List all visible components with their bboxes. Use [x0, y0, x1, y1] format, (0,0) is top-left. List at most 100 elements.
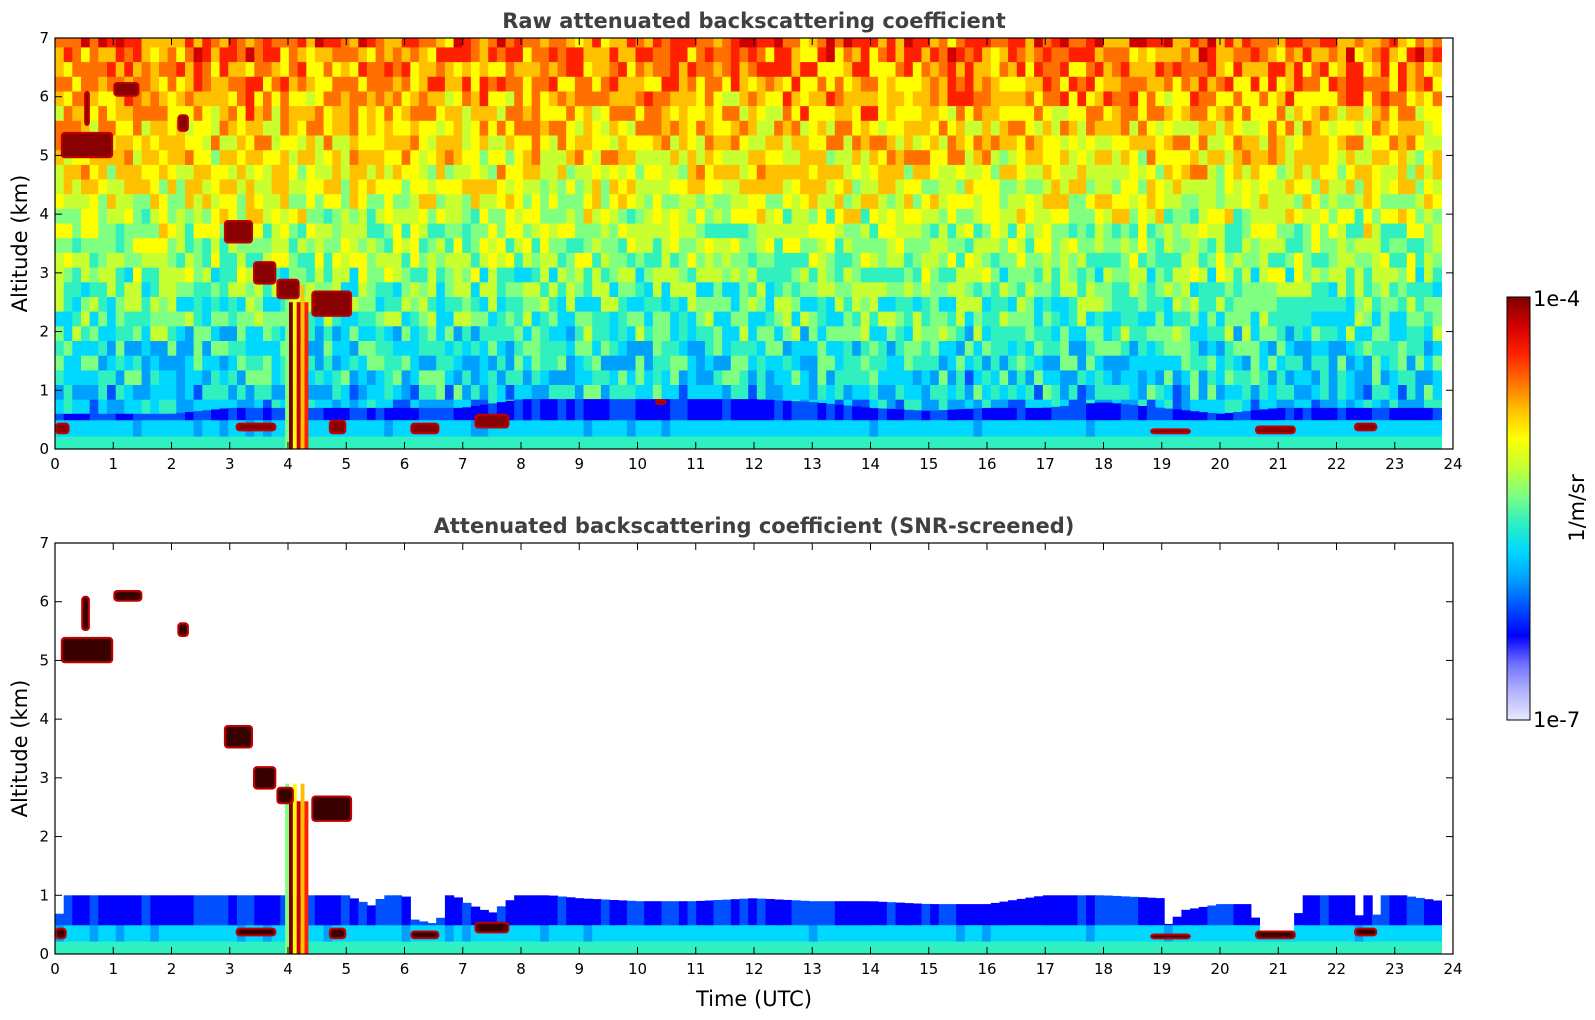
- aerosol-layer-cell: [470, 906, 481, 926]
- aerosol-layer-cell: [133, 436, 143, 449]
- heat-cell: [1354, 120, 1364, 136]
- heat-cell: [1346, 164, 1356, 180]
- heat-cell: [1250, 178, 1260, 195]
- heat-cell: [1415, 134, 1425, 151]
- heat-cell: [1120, 120, 1131, 136]
- heat-cell: [63, 164, 73, 180]
- heat-cell: [1042, 384, 1053, 400]
- aerosol-layer-cell: [124, 413, 134, 421]
- heat-cell: [1250, 208, 1260, 224]
- heat-cell: [990, 90, 1001, 107]
- heat-cell: [869, 222, 879, 239]
- heat-cell: [1172, 325, 1182, 341]
- heat-cell: [687, 340, 697, 356]
- heat-cell: [1086, 90, 1096, 107]
- heat-cell: [470, 325, 481, 341]
- heat-cell: [323, 46, 333, 63]
- heat-cell: [973, 355, 983, 371]
- aerosol-layer-cell: [167, 941, 177, 954]
- aerosol-layer-cell: [436, 924, 446, 942]
- heat-cell: [288, 120, 299, 136]
- heat-cell: [1294, 355, 1304, 371]
- aerosol-layer-cell: [678, 399, 689, 421]
- heat-cell: [401, 325, 411, 341]
- heat-cell: [670, 90, 680, 107]
- aerosol-layer-cell: [618, 399, 628, 421]
- heat-cell: [1294, 369, 1304, 385]
- heat-cell: [358, 38, 368, 48]
- heat-cell: [1276, 178, 1286, 195]
- aerosol-layer-cell: [124, 941, 134, 954]
- heat-cell: [739, 325, 749, 341]
- heat-cell: [1337, 61, 1347, 77]
- heat-cell: [1077, 237, 1087, 253]
- heat-cell: [557, 208, 567, 224]
- heat-cell: [1328, 178, 1338, 195]
- heat-cell: [566, 281, 576, 297]
- heat-cell: [592, 208, 602, 224]
- heat-cell: [1354, 46, 1364, 63]
- heat-cell: [930, 46, 940, 63]
- heat-cell: [1025, 38, 1035, 48]
- heat-cell: [1320, 134, 1330, 151]
- heat-cell: [644, 90, 654, 107]
- heat-cell: [219, 237, 229, 253]
- heat-cell: [89, 38, 99, 48]
- heat-cell: [583, 90, 593, 107]
- heat-cell: [297, 193, 307, 209]
- heat-cell: [1207, 38, 1217, 48]
- heat-cell: [1372, 399, 1382, 415]
- heat-cell: [228, 296, 238, 312]
- heat-cell: [921, 46, 931, 63]
- heat-cell: [947, 252, 957, 268]
- heat-cell: [644, 296, 654, 312]
- heat-cell: [1034, 76, 1044, 92]
- heat-cell: [401, 90, 411, 107]
- heat-cell: [999, 325, 1009, 341]
- heat-cell: [1086, 193, 1096, 209]
- heat-cell: [730, 355, 741, 371]
- heat-cell: [860, 252, 871, 268]
- heat-cell: [1086, 134, 1096, 151]
- heat-cell: [1207, 399, 1217, 415]
- heat-cell: [1207, 267, 1217, 283]
- heat-cell: [860, 46, 871, 63]
- heat-cell: [375, 164, 385, 180]
- heat-cell: [202, 134, 212, 151]
- heat-cell: [211, 369, 221, 385]
- aerosol-layer-cell: [81, 436, 91, 449]
- aerosol-layer-cell: [574, 898, 585, 926]
- aerosol-layer-cell: [384, 407, 394, 421]
- aerosol-layer-cell: [1311, 407, 1321, 421]
- heat-cell: [696, 325, 706, 341]
- aerosol-layer-cell: [470, 436, 481, 449]
- heat-cell: [427, 267, 437, 283]
- heat-cell: [895, 149, 905, 165]
- heat-cell: [990, 208, 1001, 224]
- heat-cell: [1155, 267, 1165, 283]
- heat-cell: [930, 325, 940, 341]
- heat-cell: [1138, 178, 1148, 195]
- heat-cell: [1389, 296, 1399, 312]
- heat-cell: [1164, 90, 1174, 107]
- heat-cell: [133, 208, 143, 224]
- heat-cell: [860, 384, 871, 400]
- heat-cell: [956, 61, 966, 77]
- heat-cell: [81, 61, 91, 77]
- heat-cell: [834, 384, 845, 400]
- heat-cell: [1216, 208, 1226, 224]
- heat-cell: [1432, 222, 1442, 239]
- heat-cell: [254, 76, 264, 92]
- heat-cell: [1406, 90, 1416, 107]
- heat-cell: [947, 355, 957, 371]
- heat-cell: [756, 76, 767, 92]
- heat-cell: [384, 355, 394, 371]
- heat-cell: [228, 325, 238, 341]
- aerosol-layer-cell: [626, 419, 637, 437]
- heat-cell: [1086, 311, 1096, 327]
- heat-cell: [115, 311, 125, 327]
- heat-cell: [774, 38, 784, 48]
- aerosol-layer-cell: [895, 409, 905, 421]
- heat-cell: [1398, 355, 1408, 371]
- aerosol-layer-cell: [782, 419, 793, 437]
